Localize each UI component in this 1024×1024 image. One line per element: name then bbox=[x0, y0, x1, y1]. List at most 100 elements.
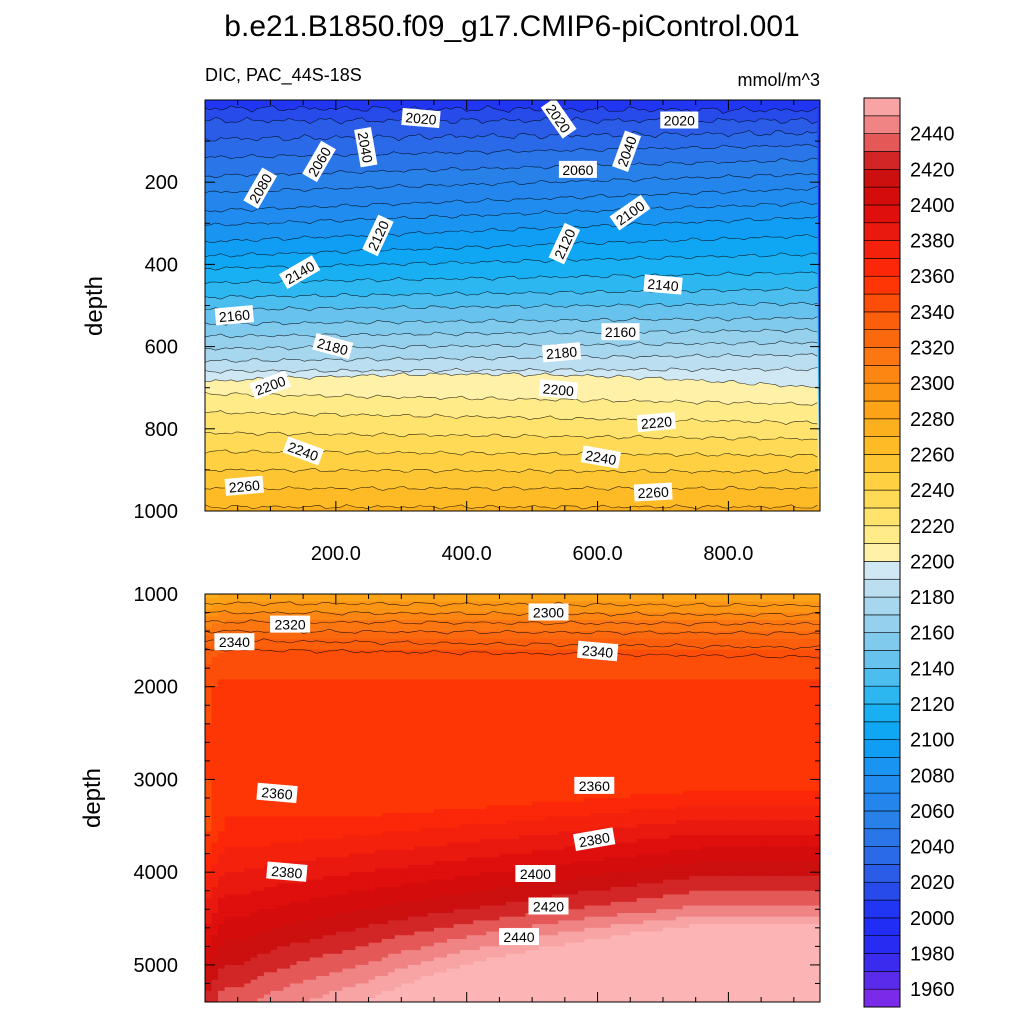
lower-fill-cell bbox=[643, 738, 651, 743]
lower-fill-cell bbox=[702, 649, 710, 654]
lower-fill-cell bbox=[538, 690, 546, 695]
lower-fill-cell bbox=[630, 697, 638, 703]
lower-fill-cell bbox=[774, 720, 782, 725]
lower-fill-cell bbox=[636, 627, 644, 632]
lower-fill-cell bbox=[440, 760, 448, 766]
lower-fill-cell bbox=[433, 597, 442, 603]
lower-fill-cell bbox=[276, 671, 285, 677]
lower-fill-cell bbox=[322, 631, 330, 636]
lower-fill-cell bbox=[532, 760, 540, 766]
lower-fill-cell bbox=[793, 742, 801, 747]
lower-fill-cell bbox=[564, 638, 572, 643]
lower-fill-cell bbox=[479, 694, 487, 699]
lower-fill-cell bbox=[721, 783, 729, 788]
lower-fill-cell bbox=[394, 690, 402, 695]
upper-contour-label: 2140 bbox=[643, 274, 683, 295]
lower-fill-cell bbox=[505, 731, 514, 736]
lower-fill-cell bbox=[813, 668, 820, 673]
lower-fill-cell bbox=[551, 660, 559, 666]
lower-fill-cell bbox=[433, 760, 442, 766]
lower-fill-cell bbox=[793, 731, 801, 736]
lower-fill-cell bbox=[525, 742, 533, 747]
upper-contour-label: 2180 bbox=[541, 342, 582, 363]
lower-fill-cell bbox=[263, 623, 272, 628]
lower-fill-cell bbox=[591, 746, 599, 751]
lower-fill-cell bbox=[460, 664, 468, 669]
lower-fill-cell bbox=[218, 605, 226, 610]
lower-fill-cell bbox=[276, 638, 285, 643]
lower-fill-cell bbox=[715, 746, 723, 751]
lower-fill-cell bbox=[427, 690, 435, 695]
lower-fill-cell bbox=[656, 708, 664, 714]
lower-fill-cell bbox=[597, 597, 605, 603]
lower-fill-cell bbox=[682, 649, 690, 654]
lower-fill-cell bbox=[813, 675, 820, 680]
lower-fill-cell bbox=[708, 716, 716, 721]
lower-fill-cell bbox=[492, 657, 501, 662]
lower-fill-cell bbox=[551, 727, 559, 732]
lower-fill-cell bbox=[492, 749, 501, 755]
lower-fill-cell bbox=[643, 779, 651, 784]
lower-fill-cell bbox=[296, 642, 304, 647]
lower-fill-cell bbox=[244, 616, 252, 621]
lower-fill-cell bbox=[433, 686, 442, 692]
lower-fill-cell bbox=[270, 701, 278, 706]
lower-fill-cell bbox=[532, 768, 540, 773]
lower-fill-cell bbox=[669, 619, 677, 625]
lower-fill-cell bbox=[604, 597, 612, 603]
lower-fill-cell bbox=[414, 772, 422, 777]
lower-fill-cell bbox=[303, 783, 311, 788]
lower-fill-cell bbox=[551, 723, 559, 729]
lower-fill-cell bbox=[617, 627, 625, 632]
lower-fill-cell bbox=[309, 642, 317, 647]
lower-fill-cell bbox=[564, 734, 572, 740]
lower-fill-cell bbox=[538, 716, 546, 721]
lower-fill-cell bbox=[734, 708, 743, 714]
lower-fill-cell bbox=[433, 649, 442, 654]
lower-fill-cell bbox=[322, 764, 330, 769]
lower-fill-cell bbox=[610, 619, 618, 625]
lower-fill-cell bbox=[486, 727, 494, 732]
lower-fill-cell bbox=[237, 649, 245, 654]
lower-fill-cell bbox=[211, 738, 219, 743]
lower-fill-cell bbox=[211, 619, 219, 625]
lower-fill-cell bbox=[617, 694, 625, 699]
lower-fill-cell bbox=[381, 694, 389, 699]
lower-fill-cell bbox=[316, 645, 324, 651]
lower-fill-cell bbox=[787, 694, 795, 699]
lower-fill-cell bbox=[610, 697, 618, 703]
lower-fill-cell bbox=[538, 742, 546, 747]
lower-fill-cell bbox=[715, 716, 723, 721]
lower-fill-cell bbox=[250, 627, 258, 632]
lower-fill-cell bbox=[662, 657, 671, 662]
lower-fill-cell bbox=[721, 608, 729, 614]
lower-fill-cell bbox=[630, 694, 638, 699]
lower-fill-cell bbox=[296, 605, 304, 610]
lower-fill-cell bbox=[649, 649, 658, 654]
lower-fill-cell bbox=[460, 605, 468, 610]
lower-fill-cell bbox=[263, 742, 272, 747]
lower-fill-cell bbox=[800, 664, 808, 669]
lower-fill-cell bbox=[270, 768, 278, 773]
lower-fill-cell bbox=[728, 612, 736, 617]
lower-fill-cell bbox=[649, 634, 658, 640]
lower-fill-cell bbox=[734, 757, 743, 762]
lower-fill-cell bbox=[257, 760, 265, 766]
lower-fill-cell bbox=[401, 720, 409, 725]
lower-fill-cell bbox=[800, 772, 808, 777]
lower-fill-cell bbox=[597, 631, 605, 636]
lower-fill-cell bbox=[473, 783, 481, 788]
lower-fill-cell bbox=[780, 760, 788, 766]
lower-fill-cell bbox=[551, 675, 559, 680]
lower-fill-cell bbox=[584, 634, 592, 640]
lower-fill-cell bbox=[564, 746, 572, 751]
lower-fill-cell bbox=[466, 708, 474, 714]
lower-fill-cell bbox=[231, 601, 239, 606]
lower-fill-cell bbox=[453, 631, 461, 636]
lower-fill-cell bbox=[551, 627, 559, 632]
lower-fill-cell bbox=[270, 749, 278, 755]
lower-fill-cell bbox=[630, 664, 638, 669]
lower-fill-cell bbox=[348, 690, 357, 695]
lower-fill-cell bbox=[761, 597, 769, 603]
lower-fill-cell bbox=[689, 597, 697, 603]
